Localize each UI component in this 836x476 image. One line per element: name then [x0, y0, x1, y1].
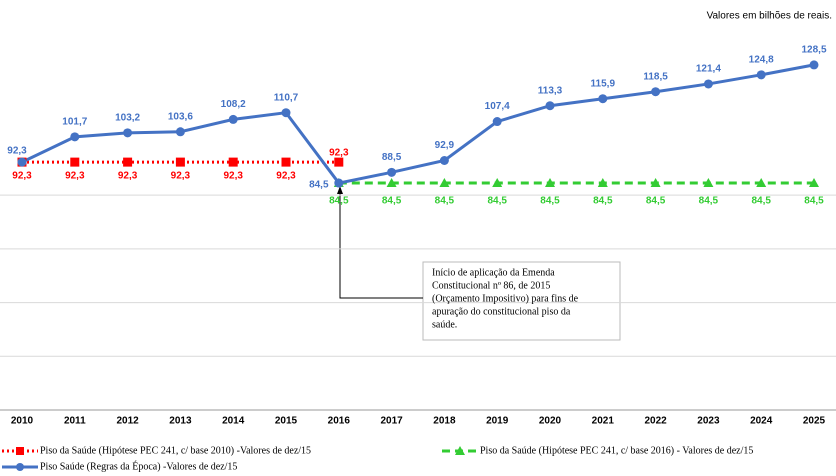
- annotation-box: [422, 261, 621, 341]
- data-label: 84,5: [751, 196, 771, 207]
- arrow-head: [337, 186, 343, 194]
- data-label: 84,5: [804, 196, 824, 207]
- data-label: 92,3: [171, 171, 191, 182]
- data-label: 92,3: [118, 171, 138, 182]
- data-label: 124,8: [749, 54, 774, 65]
- data-label: 92,3: [329, 148, 349, 159]
- marker: [281, 157, 291, 167]
- marker: [492, 117, 502, 127]
- data-label: 92,3: [276, 171, 296, 182]
- x-tick-label: 2019: [486, 416, 509, 427]
- data-label: 92,3: [7, 146, 27, 157]
- x-tick-label: 2013: [169, 416, 192, 427]
- data-label: 92,3: [223, 171, 243, 182]
- marker: [756, 70, 766, 80]
- annotation-text: (Orçamento Impositivo) para fins de: [432, 293, 579, 304]
- marker: [545, 101, 555, 111]
- legend-label: Piso da Saúde (Hipótese PEC 241, c/ base…: [480, 445, 753, 456]
- x-tick-label: 2010: [11, 416, 34, 427]
- marker: [651, 87, 661, 97]
- x-tick-label: 2022: [644, 416, 667, 427]
- legend-marker: [455, 446, 465, 455]
- legend-marker: [16, 463, 24, 471]
- marker: [598, 94, 608, 104]
- x-tick-label: 2018: [433, 416, 456, 427]
- data-label: 113,3: [538, 85, 563, 96]
- marker: [703, 178, 714, 188]
- data-label: 92,3: [12, 171, 32, 182]
- data-label: 107,4: [485, 101, 510, 112]
- marker: [17, 157, 27, 167]
- marker: [386, 178, 397, 188]
- marker: [123, 157, 133, 167]
- x-tick-label: 2014: [222, 416, 245, 427]
- marker: [281, 108, 291, 118]
- marker: [439, 178, 450, 188]
- marker: [175, 127, 185, 137]
- data-label: 84,5: [435, 196, 455, 207]
- annotation-text: Início de aplicação da Emenda: [432, 267, 555, 278]
- marker: [228, 114, 238, 124]
- data-label: 108,2: [221, 99, 246, 110]
- annotation-text: apuração do constitucional piso da: [432, 306, 571, 317]
- legend-label: Piso Saúde (Regras da Época) -Valores de…: [40, 460, 237, 472]
- marker: [334, 178, 344, 188]
- x-tick-label: 2024: [750, 416, 773, 427]
- marker: [70, 132, 80, 142]
- chart-subtitle: Valores em bilhões de reais.: [707, 11, 832, 22]
- data-label: 92,9: [435, 140, 455, 151]
- annotation-text: saúde.: [432, 319, 457, 330]
- marker: [809, 178, 819, 188]
- data-label: 128,5: [801, 45, 826, 56]
- x-tick-label: 2017: [380, 416, 403, 427]
- annotation-text: Constitucional nº 86, de 2015: [432, 280, 550, 291]
- marker: [387, 167, 397, 177]
- marker: [123, 128, 133, 138]
- x-tick-label: 2021: [592, 416, 615, 427]
- data-label: 121,4: [696, 64, 721, 75]
- legend-marker: [16, 447, 24, 455]
- marker: [70, 157, 80, 167]
- data-label: 84,5: [699, 196, 719, 207]
- x-tick-label: 2020: [539, 416, 562, 427]
- x-tick-label: 2015: [275, 416, 298, 427]
- x-tick-label: 2016: [328, 416, 351, 427]
- marker: [756, 178, 767, 188]
- marker: [597, 178, 608, 188]
- x-tick-label: 2011: [64, 416, 86, 427]
- data-label: 88,5: [382, 152, 402, 163]
- marker: [809, 60, 819, 70]
- series-line: [21, 63, 815, 185]
- x-tick-label: 2025: [803, 416, 826, 427]
- data-label: 103,6: [168, 111, 193, 122]
- data-label: 101,7: [62, 117, 87, 128]
- data-label: 115,9: [591, 78, 616, 89]
- data-label: 92,3: [65, 171, 85, 182]
- data-label: 84,5: [646, 196, 666, 207]
- data-label: 84,5: [382, 196, 402, 207]
- legend-label: Piso da Saúde (Hipótese PEC 241, c/ base…: [40, 445, 311, 456]
- marker: [228, 157, 238, 167]
- data-label: 84,5: [487, 196, 507, 207]
- marker: [334, 157, 344, 167]
- marker: [175, 157, 185, 167]
- annotation-arrow: [339, 190, 423, 299]
- marker: [492, 178, 503, 188]
- data-label: 84,5: [329, 196, 349, 207]
- data-label: 103,2: [115, 112, 140, 123]
- marker: [703, 79, 713, 89]
- data-label: 84,5: [309, 180, 329, 191]
- x-tick-label: 2012: [116, 416, 139, 427]
- marker: [650, 178, 661, 188]
- marker: [545, 178, 555, 188]
- data-label: 84,5: [540, 196, 560, 207]
- marker: [439, 155, 449, 165]
- data-label: 110,7: [274, 92, 299, 103]
- data-label: 84,5: [593, 196, 613, 207]
- x-tick-label: 2023: [697, 416, 720, 427]
- data-label: 118,5: [643, 71, 668, 82]
